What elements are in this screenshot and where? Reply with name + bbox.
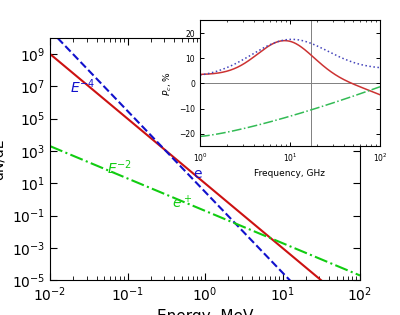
X-axis label: Frequency, GHz: Frequency, GHz bbox=[254, 169, 326, 178]
Y-axis label: dN/dE: dN/dE bbox=[0, 138, 6, 180]
Y-axis label: $P_c$, %: $P_c$, % bbox=[161, 71, 174, 96]
Text: $E^{-4}$: $E^{-4}$ bbox=[70, 77, 95, 96]
Text: $E^{-2}$: $E^{-2}$ bbox=[107, 158, 132, 177]
X-axis label: Energy, MeV: Energy, MeV bbox=[157, 309, 253, 315]
Text: $e^+$: $e^+$ bbox=[172, 194, 192, 211]
Text: e: e bbox=[193, 168, 202, 181]
